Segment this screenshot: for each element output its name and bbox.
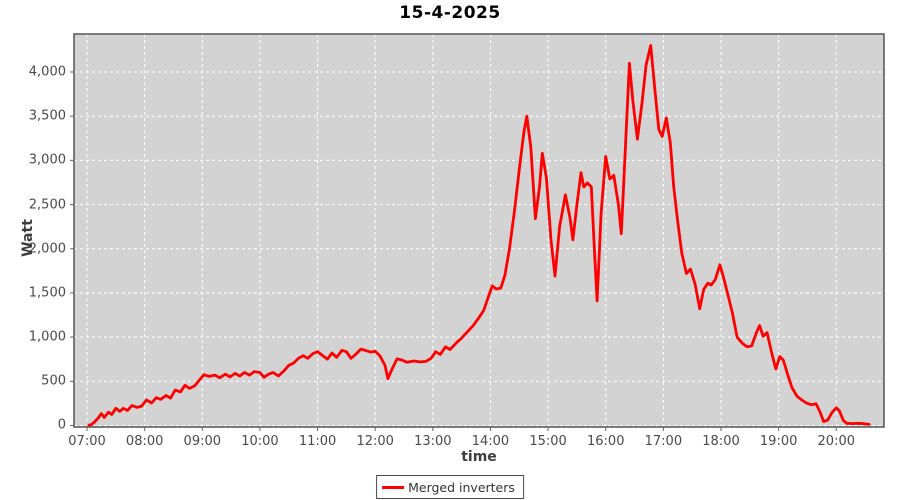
x-axis-label: time xyxy=(461,449,497,465)
plot-border xyxy=(73,33,885,428)
x-tick-label: 18:00 xyxy=(702,434,740,449)
x-tick-label: 19:00 xyxy=(759,434,798,449)
y-tick-label: 4,000 xyxy=(28,64,66,80)
x-tick-label: 11:00 xyxy=(298,434,337,449)
y-tick-label: 3,500 xyxy=(28,108,66,124)
y-tick-label: 3,000 xyxy=(28,152,66,168)
legend-series-line-icon xyxy=(382,485,405,489)
x-tick-label: 12:00 xyxy=(356,434,394,449)
y-tick-label: 0 xyxy=(57,417,66,433)
x-tick-label: 17:00 xyxy=(644,434,683,449)
chart-title: 15-4-2025 xyxy=(399,3,501,23)
y-tick-label: 500 xyxy=(41,373,66,389)
x-tick-label: 13:00 xyxy=(414,434,452,449)
legend-series-label: Merged inverters xyxy=(408,479,515,495)
x-tick-label: 20:00 xyxy=(817,434,855,449)
x-tick-label: 10:00 xyxy=(241,434,279,449)
series-line-merged-inverters xyxy=(87,44,871,427)
x-tick-label: 08:00 xyxy=(125,434,164,449)
y-axis-label: Watt xyxy=(20,219,36,257)
y-tick-label: 1,000 xyxy=(28,329,66,345)
y-tick-label: 2,500 xyxy=(28,197,66,213)
plot-background xyxy=(74,34,884,427)
y-tick-label: 1,500 xyxy=(28,285,66,301)
x-tick-label: 16:00 xyxy=(587,434,625,449)
x-tick-label: 14:00 xyxy=(471,434,510,449)
x-tick-label: 07:00 xyxy=(68,434,106,449)
x-tick-label: 15:00 xyxy=(529,434,567,449)
y-tick-label: 2,000 xyxy=(28,241,66,257)
legend: Merged inverters xyxy=(376,475,524,499)
x-tick-label: 09:00 xyxy=(183,434,222,449)
